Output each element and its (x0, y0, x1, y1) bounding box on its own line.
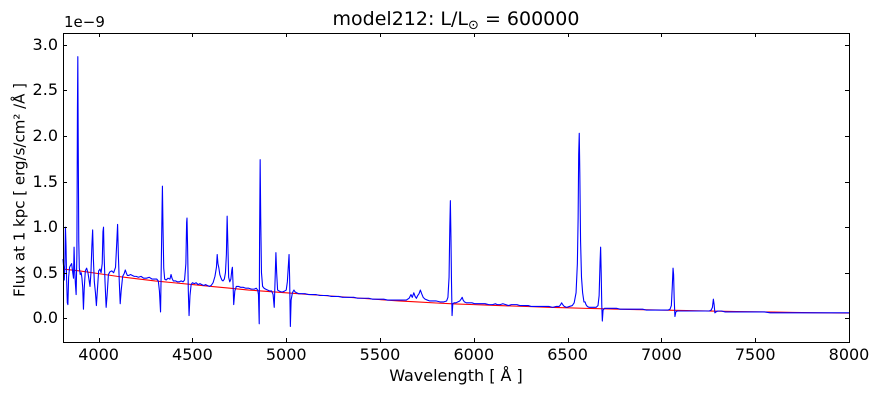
plot-title: model212: L/L⊙ = 600000 (63, 7, 849, 38)
y-tick-label: 1.0 (32, 217, 58, 237)
x-tick-label: 5000 (265, 345, 307, 364)
x-axis-label: Wavelength [ Å ] (389, 366, 523, 385)
y-tick-label: 2.5 (32, 80, 58, 100)
sun-symbol-subscript: ⊙ (468, 18, 479, 33)
y-tick-label: 3.0 (32, 34, 58, 54)
y-tick-label: 2.0 (32, 126, 58, 145)
y-tick-label: 0.5 (32, 262, 58, 282)
spectrum-line-path (62, 56, 849, 328)
x-tick-label: 6000 (453, 345, 495, 364)
axes-frame (63, 33, 850, 343)
x-tick-label: 6500 (547, 345, 588, 364)
continuum-line-path (62, 268, 850, 314)
x-tick-label: 8000 (828, 345, 870, 364)
y-tick-label: 0.0 (32, 308, 58, 328)
x-tick-label: 4000 (78, 345, 119, 364)
plot-title-value: = 600000 (478, 8, 580, 30)
plot-title-text: model212: L/L (332, 8, 468, 30)
x-tick-label: 7500 (734, 345, 776, 364)
y-axis-offset-label: 1e−9 (64, 13, 105, 31)
y-tick-label: 1.5 (32, 171, 58, 191)
x-tick-label: 4500 (172, 345, 213, 364)
x-tick-label: 7000 (641, 345, 682, 364)
x-tick-label: 5500 (359, 345, 401, 364)
